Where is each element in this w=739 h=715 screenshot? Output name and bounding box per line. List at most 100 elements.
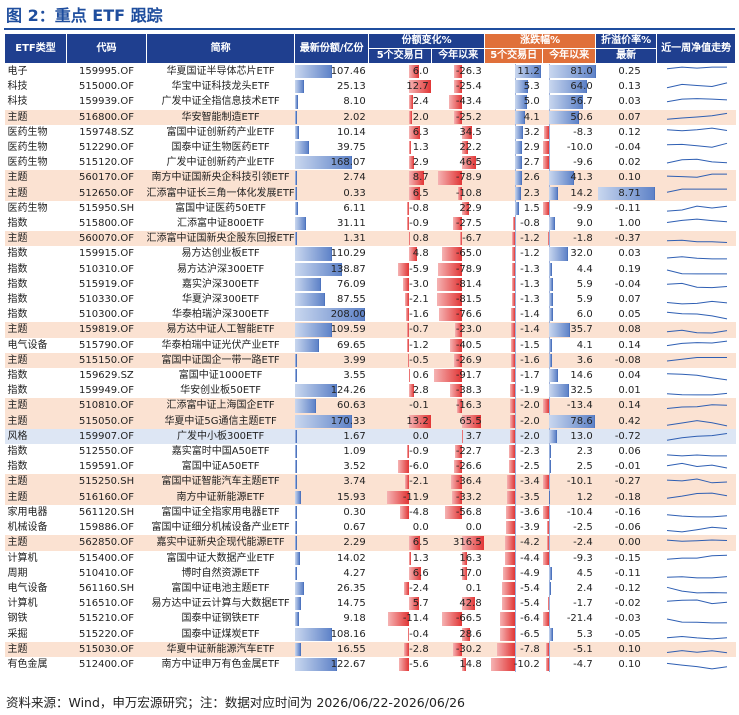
price-change-5d-value: -5.4	[520, 598, 540, 610]
price-change-5d-bar	[511, 247, 515, 261]
etf-share-value: 4.27	[343, 567, 366, 579]
premium-latest: 8.71	[595, 185, 657, 201]
share-change-ytd-value: 0.0	[465, 522, 482, 534]
share-change-ytd-bar	[449, 338, 462, 352]
share-change-ytd-value: -43.4	[455, 96, 482, 108]
zero-axis-line	[514, 352, 516, 369]
table-row: 科技 159939.OF 广发中证全指信息技术ETF 8.10 2.4 -43.4 5.0 5…	[5, 94, 736, 110]
table-row: 钢铁 515210.OF 国泰中证钢铁ETF 9.18 -11.4 -66.5 -6.4 -2…	[5, 611, 736, 627]
share-bar	[294, 141, 309, 155]
price-change-5d-bar	[514, 171, 522, 185]
price-change-5d-value: -3.9	[520, 522, 540, 534]
share-change-5d: -0.9	[369, 444, 432, 459]
share-change-ytd-value: -30.2	[455, 643, 482, 655]
nav-sparkline-line	[666, 618, 727, 624]
share-change-5d: 13.2	[368, 413, 432, 429]
etf-share: 26.35	[294, 581, 369, 596]
etf-share: 2.74	[294, 170, 369, 186]
share-change-5d: 12.7	[369, 79, 432, 94]
price-change-5d-bar	[508, 460, 515, 474]
share-change-ytd-value: -26.9	[455, 354, 482, 366]
share-change-ytd: -56.8	[432, 505, 485, 520]
table-row: 风格 159907.OF 广发中小板300ETF 1.67 0.0 3.7 -2.0 13.0…	[4, 428, 736, 445]
etf-share-value: 3.74	[343, 476, 366, 488]
etf-share-value: 31.11	[337, 218, 366, 230]
nav-sparkline-line	[666, 159, 727, 164]
etf-name: 汇添富中证上海国企ETF	[146, 398, 295, 414]
share-change-ytd-value: 42.8	[459, 598, 482, 610]
price-change-ytd-value: -9.9	[573, 202, 593, 214]
nav-sparkline	[666, 554, 727, 560]
price-change-ytd-value: -10.4	[566, 506, 593, 518]
etf-share: 0.67	[294, 520, 369, 535]
price-change-5d: -6.5	[485, 626, 543, 642]
etf-share: 8.10	[294, 94, 369, 109]
etf-name: 汇添富中证长三角一体化发展ETF	[146, 185, 295, 201]
price-change-5d-value: -2.0	[520, 415, 540, 427]
share-change-5d-value: 4.8	[412, 248, 429, 260]
nav-sparkline	[666, 173, 727, 178]
price-change-ytd-value: 4.1	[576, 339, 593, 351]
etf-share-value: 1.31	[343, 233, 366, 245]
zero-axis-line	[514, 474, 516, 490]
price-change-ytd-value: 41.3	[570, 172, 593, 184]
etf-name: 易方达创业板ETF	[181, 248, 260, 260]
share-bar	[294, 262, 342, 276]
nav-sparkline	[666, 340, 727, 346]
share-change-5d-bar	[407, 201, 409, 216]
weekly-nav-trend	[657, 94, 736, 109]
nav-sparkline-line	[666, 432, 727, 441]
price-change-5d-value: -2.5	[520, 461, 540, 473]
etf-type: 钢铁	[7, 613, 28, 625]
price-change-5d-value: -5.4	[520, 582, 540, 594]
price-change-ytd: -10.0	[542, 140, 596, 156]
share-bar	[294, 551, 301, 565]
etf-code: 159949.OF	[79, 385, 134, 397]
share-change-ytd-bar	[441, 612, 462, 626]
share-change-ytd-value: -33.2	[455, 491, 482, 503]
nav-sparkline-line	[666, 312, 727, 320]
price-change-5d-bar	[514, 80, 528, 94]
share-change-ytd-bar	[461, 414, 482, 428]
price-change-5d: -3.9	[485, 520, 543, 536]
nav-sparkline-line	[666, 373, 727, 381]
etf-code: 159886.OF	[79, 522, 134, 534]
share-change-ytd-value: -16.3	[455, 400, 482, 412]
zero-axis-line	[548, 611, 550, 627]
share-change-ytd-value: 22.9	[459, 202, 482, 214]
share-change-ytd-bar	[454, 110, 462, 124]
price-change-ytd: -1.8	[542, 231, 596, 247]
share-change-5d-bar	[408, 171, 425, 185]
nav-sparkline-line	[666, 301, 727, 305]
share-bar	[294, 597, 301, 611]
weekly-nav-trend	[656, 489, 736, 505]
price-change-ytd: -10.1	[542, 474, 596, 490]
share-change-ytd-value: -26.6	[455, 461, 482, 473]
price-change-ytd-bar	[543, 156, 549, 170]
etf-share: 6.11	[294, 201, 369, 216]
share-change-ytd-value: -40.5	[455, 339, 482, 351]
etf-type: 电子	[7, 66, 28, 77]
share-bar	[294, 642, 302, 656]
share-change-ytd-value: -6.7	[462, 233, 482, 245]
price-change-ytd: 6.0	[543, 307, 596, 323]
price-change-ytd: 5.9	[543, 292, 596, 308]
zero-axis-line	[514, 611, 516, 627]
price-change-ytd: 13.0	[542, 428, 596, 445]
price-change-ytd-bar	[548, 262, 553, 276]
etf-code: 512290.OF	[79, 142, 134, 154]
zero-axis-line	[514, 216, 516, 232]
table-row: 主题 515050.OF 华夏中证5G通信主题ETF 170.33 13.2 65.5 -2…	[4, 413, 736, 429]
premium-latest-value: 0.10	[618, 643, 641, 655]
etf-type: 主题	[4, 413, 67, 429]
share-change-5d: -2.4	[369, 581, 432, 596]
price-change-ytd-bar	[548, 277, 554, 292]
price-change-5d-bar	[514, 95, 528, 109]
premium-latest: -0.01	[596, 459, 657, 474]
share-change-ytd-bar	[442, 247, 462, 261]
share-change-ytd-value: -56.8	[455, 506, 482, 518]
share-bar	[294, 95, 299, 109]
share-bar	[294, 186, 297, 200]
price-change-5d: 11.2	[485, 64, 543, 80]
share-change-5d-value: 5.7	[412, 598, 429, 610]
